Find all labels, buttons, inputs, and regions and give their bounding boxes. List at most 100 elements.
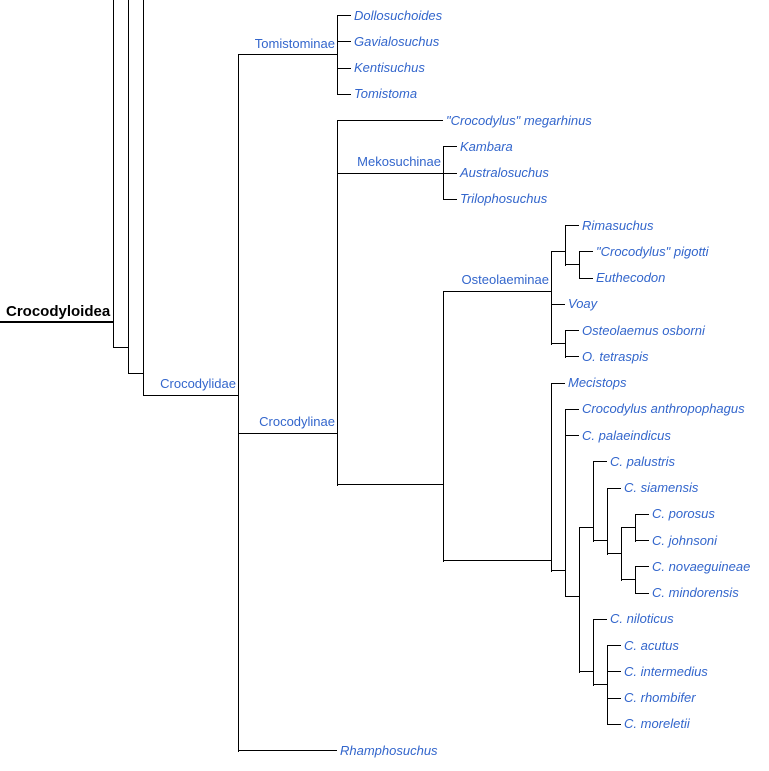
clade-vertical-line <box>443 291 444 562</box>
tip-label-c-palaeindicus[interactable]: C. palaeindicus <box>582 427 671 443</box>
branch-line <box>551 251 565 253</box>
clade-label-crocodylidae[interactable]: Crocodylidae <box>160 376 236 391</box>
tip-label-c-niloticus[interactable]: C. niloticus <box>610 611 674 627</box>
branch-line <box>565 330 579 331</box>
clade-vertical-line <box>579 527 580 673</box>
branch-line <box>593 618 607 620</box>
clade-vertical-line <box>551 383 552 572</box>
tip-label-c-novaeguineae[interactable]: C. novaeguineae <box>652 558 751 574</box>
branch-line <box>565 264 579 266</box>
branch-line <box>443 290 551 292</box>
branch-line <box>607 553 621 555</box>
branch-line <box>238 432 337 434</box>
tip-label-o-tetraspis[interactable]: O. tetraspis <box>582 348 649 364</box>
tip-label-osteolaemus-osborni[interactable]: Osteolaemus osborni <box>582 322 705 338</box>
tip-label-kentisuchus[interactable]: Kentisuchus <box>354 60 425 75</box>
tip-label-mecistops[interactable]: Mecistops <box>568 375 627 390</box>
branch-line <box>238 750 337 751</box>
branch-line <box>0 321 113 323</box>
clade-vertical-line <box>565 330 566 358</box>
clade-vertical-line <box>337 120 338 486</box>
clade-vertical-line <box>551 251 552 345</box>
tip-label-crocodylus-anthropophagus[interactable]: Crocodylus anthropophagus <box>582 401 745 417</box>
tip-label-gavialosuchus[interactable]: Gavialosuchus <box>354 33 440 49</box>
tip-label-c-siamensis[interactable]: C. siamensis <box>624 480 699 495</box>
branch-line <box>337 484 443 486</box>
branch-line <box>565 408 579 410</box>
tip-label-c-johnsoni[interactable]: C. johnsoni <box>652 532 718 548</box>
clade-vertical-line <box>337 15 338 96</box>
branch-line <box>443 198 457 200</box>
tip-label-crocodylus-megarhinus[interactable]: "Crocodylus" megarhinus <box>446 112 592 128</box>
branch-line <box>238 54 337 56</box>
branch-line <box>551 303 565 305</box>
clade-vertical-line <box>128 0 129 374</box>
clade-vertical-line <box>238 54 239 752</box>
branch-line <box>635 592 649 594</box>
branch-line <box>593 540 607 541</box>
tip-label-australosuchus[interactable]: Australosuchus <box>460 165 549 180</box>
branch-line <box>113 346 128 348</box>
branch-line <box>621 579 635 581</box>
branch-line <box>565 435 579 436</box>
clade-label-crocodylinae[interactable]: Crocodylinae <box>259 414 335 430</box>
branch-line <box>607 645 621 646</box>
branch-line <box>621 526 635 528</box>
tip-label-c-acutus[interactable]: C. acutus <box>624 637 679 653</box>
branch-line <box>607 671 621 673</box>
clade-vertical-line <box>607 645 608 726</box>
branch-line <box>579 251 593 253</box>
tip-label-c-intermedius[interactable]: C. intermedius <box>624 663 708 679</box>
branch-line <box>579 526 593 528</box>
branch-line <box>551 343 565 345</box>
branch-line <box>579 671 593 673</box>
clade-vertical-line <box>635 566 636 594</box>
clade-label-osteolaeminae[interactable]: Osteolaeminae <box>461 272 549 288</box>
tip-label-tomistoma[interactable]: Tomistoma <box>354 86 418 102</box>
clade-vertical-line <box>593 619 594 686</box>
branch-line <box>143 394 238 396</box>
clade-vertical-line <box>143 0 144 396</box>
clade-label-mekosuchinae[interactable]: Mekosuchinae <box>357 154 441 169</box>
tip-label-dollosuchoides[interactable]: Dollosuchoides <box>354 7 443 23</box>
branch-line <box>337 15 351 16</box>
branch-line <box>443 146 457 148</box>
branch-line <box>635 513 649 515</box>
branch-line <box>443 560 551 562</box>
branch-line <box>635 566 649 568</box>
root-taxon-label: Crocodyloidea <box>6 303 111 320</box>
tip-label-crocodylus-pigotti[interactable]: "Crocodylus" pigotti <box>596 243 709 259</box>
branch-line <box>551 382 565 384</box>
branch-line <box>337 172 443 174</box>
tip-label-voay[interactable]: Voay <box>568 296 598 312</box>
branch-line <box>565 225 579 226</box>
tip-label-c-rhombifer[interactable]: C. rhombifer <box>624 690 696 705</box>
branch-line <box>337 120 443 121</box>
tip-label-rhamphosuchus[interactable]: Rhamphosuchus <box>340 742 438 758</box>
clade-vertical-line <box>635 514 636 542</box>
tip-label-euthecodon[interactable]: Euthecodon <box>596 270 666 285</box>
tip-label-trilophosuchus[interactable]: Trilophosuchus <box>460 191 548 207</box>
branch-line <box>565 356 579 358</box>
clade-vertical-line <box>443 146 444 201</box>
tip-label-c-mindorensis[interactable]: C. mindorensis <box>652 585 739 600</box>
clade-vertical-line <box>565 225 566 266</box>
branch-line <box>593 684 607 686</box>
clade-vertical-line <box>565 409 566 597</box>
clade-label-tomistominae[interactable]: Tomistominae <box>254 35 335 51</box>
branch-line <box>607 487 621 489</box>
branch-line <box>607 697 621 699</box>
tip-label-rimasuchus[interactable]: Rimasuchus <box>582 217 654 233</box>
tip-label-kambara[interactable]: Kambara <box>460 138 513 154</box>
tip-label-c-palustris[interactable]: C. palustris <box>610 453 676 469</box>
branch-line <box>607 723 621 725</box>
tip-label-c-porosus[interactable]: C. porosus <box>652 506 715 522</box>
branch-line <box>635 540 649 541</box>
branch-line <box>337 67 351 69</box>
branch-line <box>579 277 593 279</box>
tip-label-c-moreletii[interactable]: C. moreletii <box>624 716 690 732</box>
clade-vertical-line <box>593 461 594 542</box>
clade-vertical-line <box>113 0 114 348</box>
branch-line <box>443 172 457 174</box>
